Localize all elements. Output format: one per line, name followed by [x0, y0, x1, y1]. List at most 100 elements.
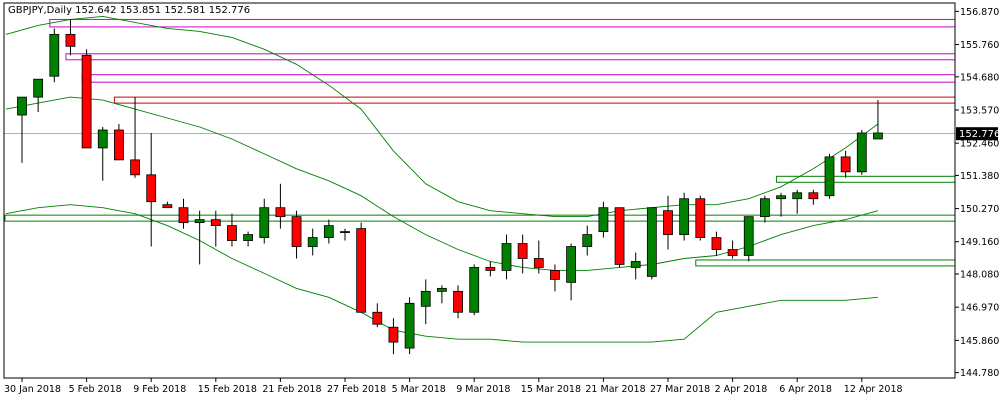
date-tick-label: 27 Mar 2018 — [650, 384, 710, 395]
bullish-candle — [566, 243, 576, 301]
bearish-candle — [178, 198, 189, 229]
chart-header: GBPJPY,Daily 152.642 153.851 152.581 152… — [8, 5, 250, 16]
price-tick-label: 149.160 — [960, 237, 999, 248]
price-tick-label: 148.080 — [960, 270, 999, 281]
bearish-candle — [808, 189, 819, 205]
candle-body — [485, 267, 496, 271]
candle-body — [453, 290, 463, 313]
plot-frame — [3, 2, 956, 379]
bearish-candle — [840, 150, 851, 178]
bearish-candle — [388, 318, 399, 355]
bullish-candle — [792, 189, 803, 214]
bearish-candle — [533, 240, 544, 274]
candle-body — [436, 287, 447, 292]
candle-body — [614, 207, 625, 265]
bullish-candle — [501, 234, 512, 280]
candle-body — [388, 326, 399, 343]
date-tick-label: 21 Mar 2018 — [585, 384, 645, 395]
current-price-background — [956, 127, 998, 141]
bearish-candle — [146, 132, 157, 247]
bullish-candle — [243, 231, 254, 247]
date-tick-label: 9 Feb 2018 — [133, 384, 186, 395]
price-tick-label: 155.760 — [960, 40, 999, 51]
bullish-candle — [469, 264, 480, 316]
date-tick-label: 2 Apr 2018 — [715, 384, 768, 395]
price-tick-label: 154.680 — [960, 72, 999, 83]
bearish-candle — [291, 210, 302, 259]
candle-body — [598, 207, 609, 232]
candle-body — [114, 129, 124, 161]
bullish-candle — [420, 279, 431, 325]
date-tick-label: 21 Feb 2018 — [262, 384, 321, 395]
candle-body — [711, 237, 722, 250]
candle-body — [727, 249, 738, 256]
candle-body — [808, 192, 819, 200]
candle-body — [743, 216, 754, 256]
bollinger-upper-band — [5, 15, 879, 218]
bullish-candle — [824, 153, 835, 199]
price-tick-label: 152.460 — [960, 139, 999, 150]
candle-body — [533, 258, 544, 268]
bearish-candle — [275, 183, 286, 229]
candle-body — [275, 207, 286, 218]
bearish-candle — [453, 285, 463, 319]
candle-body — [582, 234, 593, 247]
date-tick-label: 12 Apr 2018 — [844, 384, 903, 395]
candle-body — [776, 195, 786, 200]
candle-body — [873, 132, 883, 140]
date-tick-label: 30 Jan 2018 — [4, 384, 61, 395]
bullish-candle — [17, 96, 27, 163]
candle-body — [760, 198, 770, 218]
bullish-candle — [307, 228, 318, 256]
candle-body — [501, 243, 512, 271]
bullish-candle — [340, 228, 350, 241]
bullish-candle — [49, 28, 60, 83]
bearish-candle — [663, 195, 673, 250]
candle-body — [130, 159, 140, 176]
bullish-candle — [630, 252, 641, 280]
bullish-candle — [259, 198, 270, 244]
date-tick-label: 15 Mar 2018 — [521, 384, 581, 395]
current-price-label: 152.776 — [959, 129, 1000, 140]
candle-body — [663, 210, 673, 235]
bullish-candle — [856, 129, 867, 175]
current-price-marker: 152.776 — [956, 127, 1000, 141]
price-tick-label: 144.780 — [960, 368, 999, 379]
date-tick-label: 9 Mar 2018 — [456, 384, 510, 395]
candle-body — [210, 219, 221, 227]
bullish-candle — [582, 225, 593, 256]
price-axis: 156.870 155.760 154.680 153.570 152.460 151.3… — [955, 7, 999, 379]
candle-body — [323, 225, 334, 238]
bearish-candle — [81, 49, 92, 149]
time-axis: 30 Jan 2018 5 Feb 2018 9 Feb 2018 15 Feb 20… — [4, 378, 903, 395]
bullish-candle — [679, 192, 690, 241]
candle-body — [517, 243, 528, 259]
bearish-candle — [130, 97, 140, 178]
candle-body — [840, 156, 851, 173]
candle-body — [291, 216, 302, 247]
candle-body — [372, 311, 383, 325]
bullish-candle — [598, 201, 609, 238]
candle-body — [356, 228, 367, 313]
bearish-candle — [727, 240, 738, 259]
bullish-candle — [760, 195, 770, 223]
candle-body — [162, 204, 173, 209]
candle-body — [307, 237, 318, 247]
bullish-candle — [97, 127, 108, 181]
candle-body — [340, 231, 350, 233]
price-tick-label: 151.380 — [960, 171, 999, 182]
bullish-candle — [646, 207, 657, 280]
price-tick-label: 150.270 — [960, 204, 999, 215]
candle-body — [97, 129, 108, 149]
candle-body — [695, 198, 706, 238]
price-tick-label: 146.970 — [960, 303, 999, 314]
candle-body — [17, 96, 27, 116]
date-tick-label: 5 Mar 2018 — [392, 384, 446, 395]
candle-body — [243, 234, 254, 241]
bullish-candle — [436, 285, 447, 304]
candle-body — [824, 156, 835, 197]
bearish-candle — [517, 234, 528, 274]
candle-body — [566, 246, 576, 283]
bullish-candle — [404, 297, 415, 355]
